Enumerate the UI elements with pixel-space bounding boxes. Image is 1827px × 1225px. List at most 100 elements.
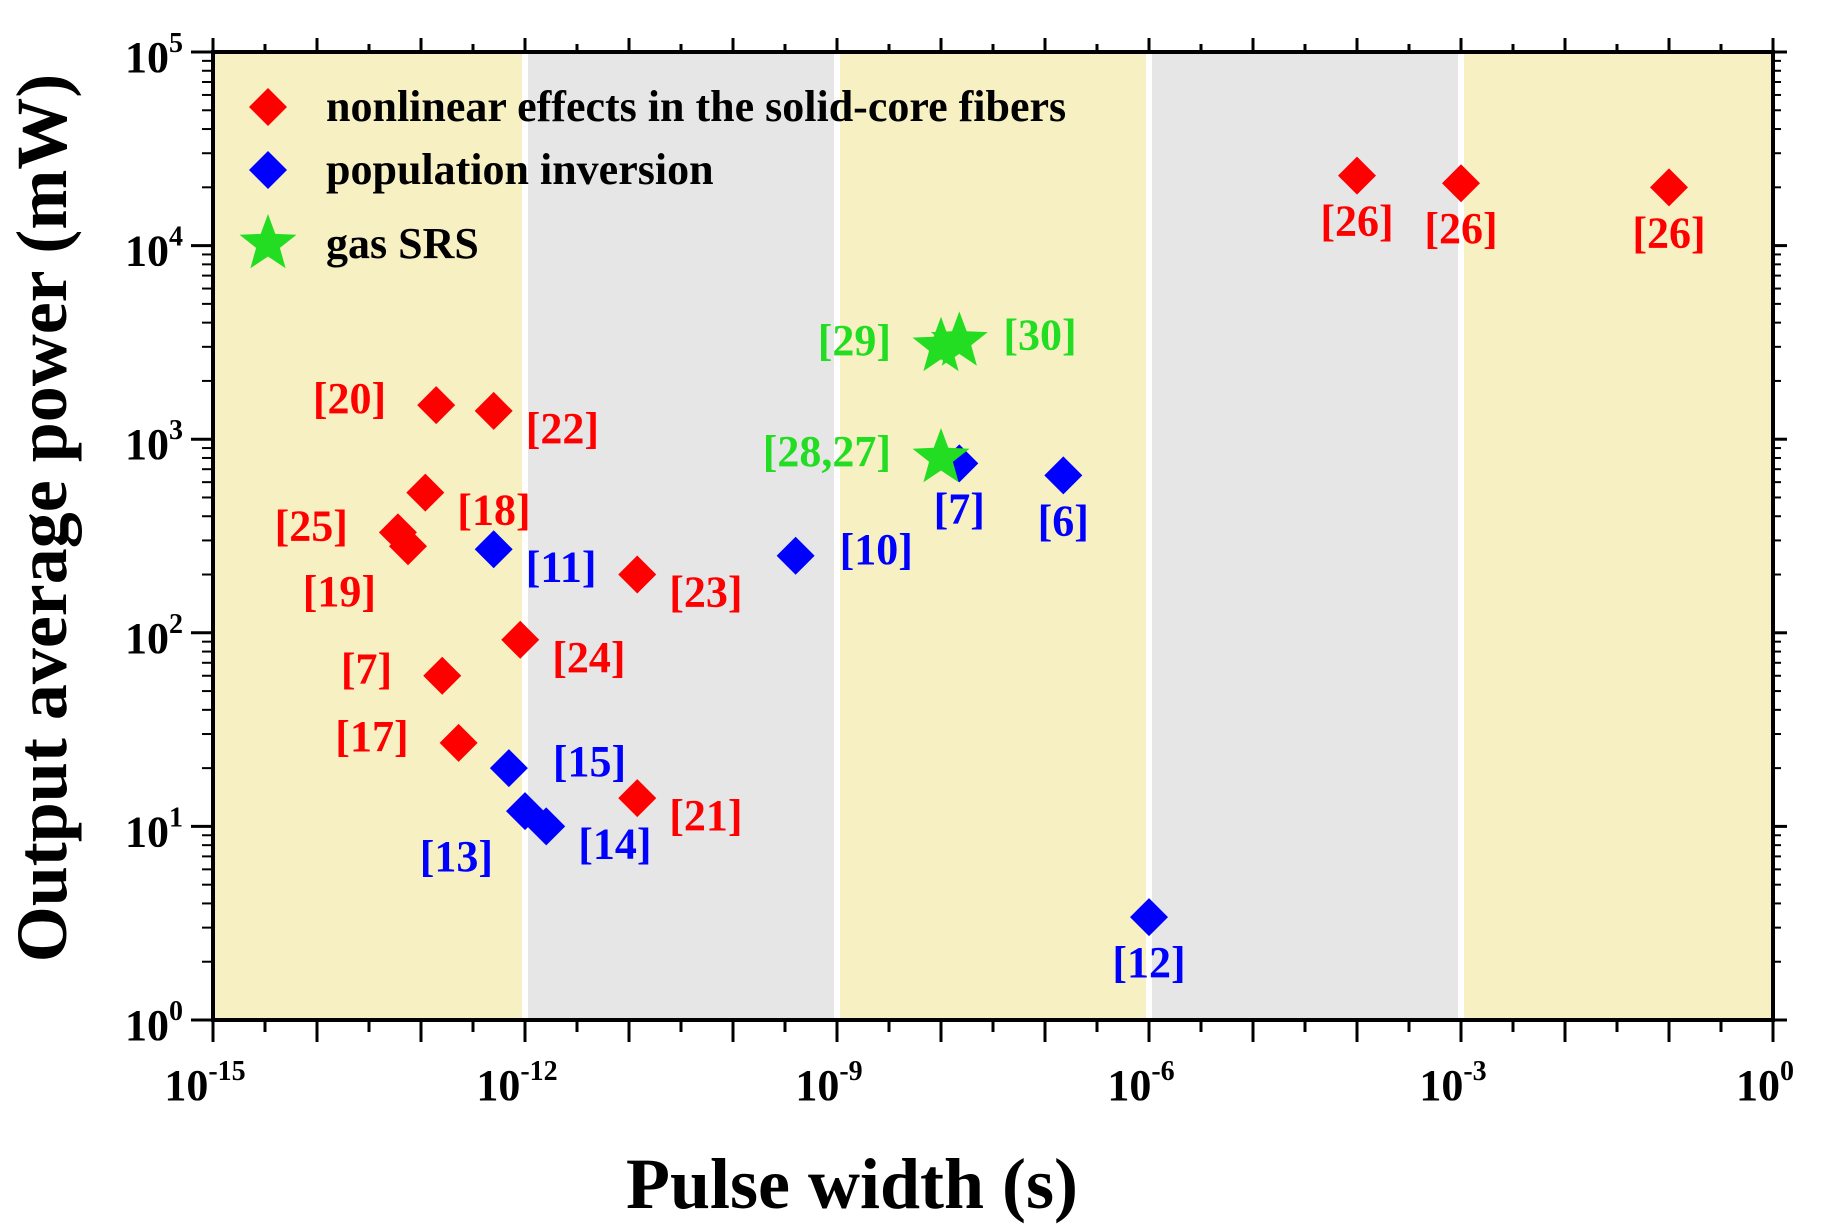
data-label: [14] <box>578 819 651 868</box>
y-tick-exponent: 3 <box>169 415 183 446</box>
data-point <box>489 749 528 788</box>
data-label: [30] <box>1003 310 1076 359</box>
data-label: [15] <box>553 737 626 786</box>
x-tick-label: 10-12 <box>476 1056 557 1110</box>
data-point <box>406 473 445 512</box>
data-label: [19] <box>303 567 376 616</box>
data-point <box>1442 164 1480 203</box>
x-tick-label: 10-15 <box>164 1056 245 1110</box>
data-point <box>912 316 970 372</box>
x-tick-base: 10 <box>1736 1061 1780 1110</box>
data-point <box>912 428 970 483</box>
y-axis-title: Output average power (mW) <box>2 74 82 963</box>
y-tick-label: 103 <box>125 415 183 469</box>
legend-label: nonlinear effects in the solid-core fibe… <box>326 82 1066 131</box>
data-label: [21] <box>669 791 742 840</box>
y-tick-label: 104 <box>125 222 183 276</box>
data-label: [20] <box>313 374 386 423</box>
data-point <box>1650 168 1688 207</box>
data-point <box>527 807 566 846</box>
x-tick-label: 10-3 <box>1419 1056 1486 1110</box>
y-tick-base: 10 <box>125 614 169 663</box>
data-label: [24] <box>552 633 625 682</box>
y-tick-label: 102 <box>125 609 183 663</box>
data-label: [7] <box>341 645 392 694</box>
data-point <box>618 779 657 818</box>
x-tick-label: 10-6 <box>1107 1056 1174 1110</box>
data-point <box>417 386 456 425</box>
x-tick-exponent: -6 <box>1151 1056 1174 1087</box>
background-band <box>1149 52 1461 1020</box>
y-tick-exponent: 4 <box>169 222 183 253</box>
legend-marker <box>239 214 297 269</box>
x-tick-exponent: -9 <box>839 1056 862 1087</box>
legend-label: population inversion <box>326 145 714 194</box>
x-axis-ticks: 10-15 10-12 10-9 10-6 10-3 100 <box>164 38 1794 1110</box>
data-point <box>1044 456 1083 495</box>
plot-frame <box>211 50 1775 1022</box>
y-tick-label: 105 <box>125 28 183 82</box>
x-tick-base: 10 <box>164 1061 208 1110</box>
x-tick-base: 10 <box>1107 1061 1151 1110</box>
y-tick-base: 10 <box>125 420 169 469</box>
data-point <box>1130 898 1168 937</box>
data-label: [26] <box>1320 197 1393 246</box>
background-band <box>213 52 525 1020</box>
background-bands <box>213 52 1773 1020</box>
data-label: [7] <box>934 484 985 533</box>
data-point <box>501 620 540 659</box>
data-point <box>1338 156 1376 195</box>
data-label: [11] <box>526 542 597 591</box>
data-label: [17] <box>335 712 408 761</box>
data-label: [6] <box>1038 496 1089 545</box>
x-tick-exponent: -3 <box>1463 1056 1486 1087</box>
legend-marker <box>249 151 287 189</box>
y-tick-exponent: 1 <box>169 802 183 833</box>
legend: nonlinear effects in the solid-core fibe… <box>239 82 1066 269</box>
legend-marker <box>249 88 287 126</box>
data-label: [13] <box>420 832 493 881</box>
y-tick-label: 100 <box>125 996 183 1050</box>
data-label: [25] <box>275 501 348 550</box>
x-tick-label: 10-9 <box>795 1056 862 1110</box>
y-tick-exponent: 5 <box>169 28 183 59</box>
data-marks: [20] [22] [18] [25] [19] [23] [24] [7] [17] [21] [… <box>275 156 1706 987</box>
background-band <box>1461 52 1773 1020</box>
y-tick-exponent: 0 <box>169 996 183 1027</box>
background-band <box>525 52 837 1020</box>
legend-label: gas SRS <box>326 219 479 268</box>
data-point <box>776 536 815 575</box>
data-point <box>474 530 513 569</box>
data-label: [18] <box>457 486 530 535</box>
y-tick-label: 101 <box>125 802 183 856</box>
data-label: [23] <box>669 568 742 617</box>
x-tick-base: 10 <box>476 1061 520 1110</box>
data-point <box>474 391 513 430</box>
data-point <box>930 311 988 366</box>
x-tick-exponent: -12 <box>520 1056 557 1087</box>
data-label: [22] <box>526 404 599 453</box>
data-label: [29] <box>818 316 891 365</box>
data-point <box>423 656 462 695</box>
x-tick-base: 10 <box>795 1061 839 1110</box>
x-tick-label: 100 <box>1736 1056 1794 1110</box>
y-tick-exponent: 2 <box>169 609 183 640</box>
y-tick-base: 10 <box>125 33 169 82</box>
y-tick-base: 10 <box>125 1001 169 1050</box>
x-tick-base: 10 <box>1419 1061 1463 1110</box>
data-label: [28,27] <box>763 427 891 476</box>
data-label: [12] <box>1112 938 1185 987</box>
data-label: [26] <box>1424 204 1497 253</box>
x-tick-exponent: 0 <box>1780 1056 1794 1087</box>
data-point <box>439 723 478 762</box>
y-tick-base: 10 <box>125 807 169 856</box>
data-label: [26] <box>1632 208 1705 257</box>
data-point <box>389 527 428 566</box>
x-axis-title: Pulse width (s) <box>626 1144 1078 1224</box>
y-tick-base: 10 <box>125 227 169 276</box>
data-point <box>618 555 657 594</box>
background-band <box>837 52 1149 1020</box>
x-tick-exponent: -15 <box>208 1056 245 1087</box>
data-label: [10] <box>840 525 913 574</box>
